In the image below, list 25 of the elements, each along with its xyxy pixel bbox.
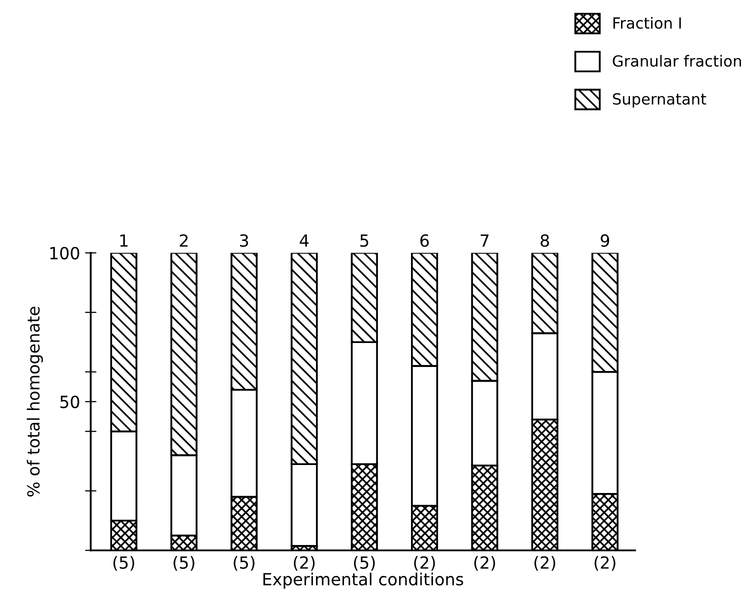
x-tick-label: 1	[120, 234, 128, 247]
text: (5)	[234, 556, 254, 571]
legend-label: Supernatant	[612, 93, 706, 108]
x-tick-label: 3	[240, 234, 248, 247]
x-tick-label: 8	[540, 234, 549, 247]
x-tick-label: 9	[600, 234, 610, 247]
x-tick-label: 2	[180, 234, 188, 247]
text: (2)	[294, 556, 315, 571]
text: (5)	[354, 556, 375, 571]
text: (2)	[474, 556, 496, 571]
y-tick-label: 50	[60, 396, 80, 408]
x-tick-label: 4	[300, 234, 309, 247]
text: (2)	[594, 556, 616, 571]
x-axis-title: Experimental conditions	[263, 572, 464, 589]
x-tick-label: 7	[480, 234, 489, 247]
text: (2)	[534, 556, 556, 571]
legend-label: Fraction I	[613, 16, 681, 29]
x-tick-label: 5	[360, 234, 368, 247]
text: (5)	[174, 556, 194, 571]
y-tick-label: 100	[50, 246, 80, 260]
text: (2)	[414, 556, 435, 571]
text: (5)	[113, 556, 134, 571]
y-axis-title: % of total homogenate	[26, 306, 43, 496]
legend-label: Granular fraction	[612, 54, 741, 67]
x-tick-label: 6	[420, 234, 429, 247]
